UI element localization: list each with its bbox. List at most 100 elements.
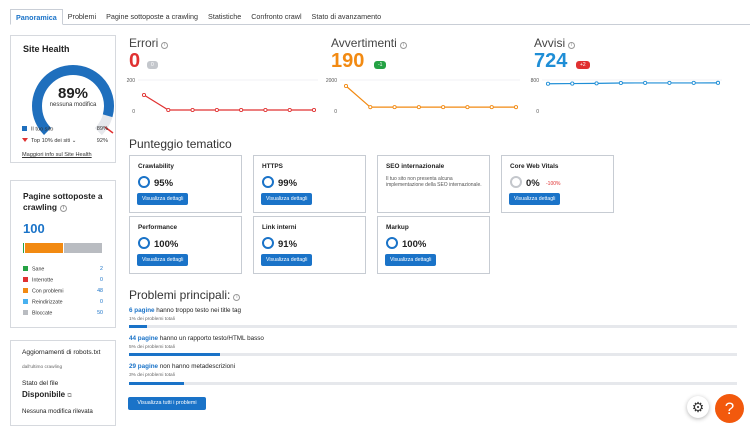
sparkline-point	[715, 80, 721, 85]
problem-bar	[129, 382, 737, 385]
crawled-row-redirected[interactable]: Reindirizzate 0	[23, 299, 103, 306]
problem-item[interactable]: 6 pagine hanno troppo testo nei title ta…	[129, 307, 242, 314]
bar-segment-problems	[25, 243, 63, 253]
metric-title-errors: Errori i	[129, 36, 169, 50]
thematic-card-internal-links: Link interni 91% Visualizza dettagli	[253, 216, 366, 274]
sparkline-ymin: 0	[536, 109, 539, 115]
view-all-problems-button[interactable]: Visualizza tutti i problemi	[128, 397, 206, 410]
sparkline-point	[465, 105, 470, 110]
robots-status-label: Stato del file	[22, 380, 59, 387]
robots-changes: Nessuna modifica rilevata	[22, 408, 93, 415]
bar-segment-sane	[23, 243, 25, 253]
thematic-card-international-seo: SEO internazionale Il tuo sito non prese…	[377, 155, 490, 213]
score-ring-icon	[386, 237, 398, 249]
tab-problemi[interactable]: Problemi	[67, 12, 97, 21]
sparkline-notices: 800 0	[531, 78, 722, 115]
crawled-row-sane[interactable]: Sane 2	[23, 266, 103, 273]
tab-confronto-crawl[interactable]: Confronto crawl	[251, 12, 302, 21]
metric-value-warnings[interactable]: 190	[331, 50, 365, 72]
sparkline-series	[547, 82, 719, 85]
robots-card: Aggiornamenti di robots.txt dall'ultimo …	[10, 340, 116, 426]
problem-bar	[129, 325, 737, 328]
info-icon[interactable]: i	[161, 42, 169, 49]
details-button[interactable]: Visualizza dettagli	[137, 254, 189, 266]
external-link-icon[interactable]: ⧉	[67, 393, 72, 399]
metric-badge-warnings: -1	[374, 61, 387, 69]
thematic-card-performance: Performance 100% Visualizza dettagli	[129, 216, 242, 274]
thematic-card-https: HTTPS 99% Visualizza dettagli	[253, 155, 366, 213]
crawled-pages-count[interactable]: 100	[23, 221, 45, 236]
score-ring-icon	[138, 237, 150, 249]
tab-panoramica[interactable]: Panoramica	[10, 9, 63, 25]
crawled-pages-card: Pagine sottoposte a crawling i 100 Sane 2 …	[10, 180, 116, 328]
sparkline-point	[287, 107, 292, 113]
sparkline-point	[594, 81, 599, 86]
site-health-change: nessuna modifica	[49, 102, 97, 108]
problem-share: 1% dei problemi totali	[129, 317, 175, 322]
metric-value-notices[interactable]: 724	[534, 50, 568, 72]
sparkline-point	[392, 105, 397, 110]
metric-badge-notices: +2	[576, 61, 590, 69]
crawled-row-broken[interactable]: Interrotte 0	[23, 277, 103, 284]
info-icon[interactable]: i	[233, 294, 241, 301]
legend-your-site: Il tuo sito 89%	[22, 126, 108, 133]
problem-share: 3% dei problemi totali	[129, 373, 175, 378]
site-health-card: Site Health 89% nessuna modifica Il tuo …	[10, 35, 116, 163]
crawled-row-blocked[interactable]: Bloccate 50	[23, 310, 103, 317]
thematic-card-core-web-vitals: Core Web Vitals 0% -100% Visualizza detta…	[501, 155, 614, 213]
sparkline-ymax: 800	[531, 78, 540, 84]
sparkline-series	[345, 85, 517, 108]
problem-bar	[129, 353, 737, 356]
tab-statistiche[interactable]: Statistiche	[208, 12, 242, 21]
score-ring-icon	[510, 176, 522, 188]
sparkline-point	[141, 92, 147, 98]
crawled-stack-bar	[23, 243, 102, 253]
legend-square	[22, 126, 27, 131]
sparkline-point	[416, 105, 421, 110]
details-button[interactable]: Visualizza dettagli	[137, 193, 189, 205]
sparkline-warnings: 2000 0	[326, 78, 520, 115]
details-button[interactable]: Visualizza dettagli	[385, 254, 437, 266]
sparkline-errors: 200 0	[127, 78, 318, 115]
score-ring-icon	[262, 237, 274, 249]
help-icon[interactable]: ?	[715, 394, 744, 423]
chevron-down-icon[interactable]: ⌄	[71, 138, 77, 144]
sparkline-point	[214, 107, 219, 113]
score-ring-icon	[262, 176, 274, 188]
problem-share: 5% dei problemi totali	[129, 345, 175, 350]
legend-top-sites[interactable]: Top 10% dei siti ⌄ 92%	[22, 138, 108, 144]
sparkline-point	[368, 105, 373, 110]
info-icon[interactable]: i	[59, 205, 67, 212]
problem-item[interactable]: 29 pagine non hanno metadescrizioni	[129, 363, 236, 370]
site-health-info-link[interactable]: Maggiori info sul Site Health	[22, 152, 92, 158]
tab-bar: Panoramica Problemi Pagine sottoposte a …	[10, 9, 386, 25]
thematic-card-crawlability: Crawlability 95% Visualizza dettagli	[129, 155, 242, 213]
crawled-row-issues[interactable]: Con problemi 48	[23, 288, 103, 295]
score-ring-icon	[138, 176, 150, 188]
tab-pagine-crawling[interactable]: Pagine sottoposte a crawling	[106, 12, 199, 21]
sparkline-point	[667, 80, 672, 85]
sparkline-point	[263, 107, 268, 113]
sparkline-point	[311, 107, 317, 113]
details-button[interactable]: Visualizza dettagli	[261, 254, 313, 266]
thematic-title: Punteggio tematico	[129, 137, 232, 151]
sparkline-point	[545, 81, 551, 86]
sparkline-point	[343, 83, 349, 89]
info-icon[interactable]: i	[568, 42, 576, 49]
sparkline-point	[618, 80, 623, 86]
sparkline-series	[143, 94, 314, 111]
details-button[interactable]: Visualizza dettagli	[509, 193, 561, 205]
site-health-gauge	[31, 65, 114, 138]
info-icon[interactable]: i	[399, 42, 407, 49]
metric-value-errors[interactable]: 0	[129, 50, 141, 72]
sparkline-point	[643, 80, 648, 85]
tab-stato-avanzamento[interactable]: Stato di avanzamento	[311, 12, 382, 21]
metric-title-warnings: Avvertimenti i	[331, 36, 407, 50]
details-button[interactable]: Visualizza dettagli	[261, 193, 313, 205]
gear-icon[interactable]: ⚙	[687, 396, 709, 418]
sparkline-point	[166, 107, 171, 113]
sparkline-point	[691, 80, 696, 85]
metric-badge-errors: 0	[147, 61, 158, 69]
problem-item[interactable]: 44 pagine hanno un rapporto testo/HTML b…	[129, 335, 264, 342]
robots-since: dall'ultimo crawling	[22, 365, 63, 370]
